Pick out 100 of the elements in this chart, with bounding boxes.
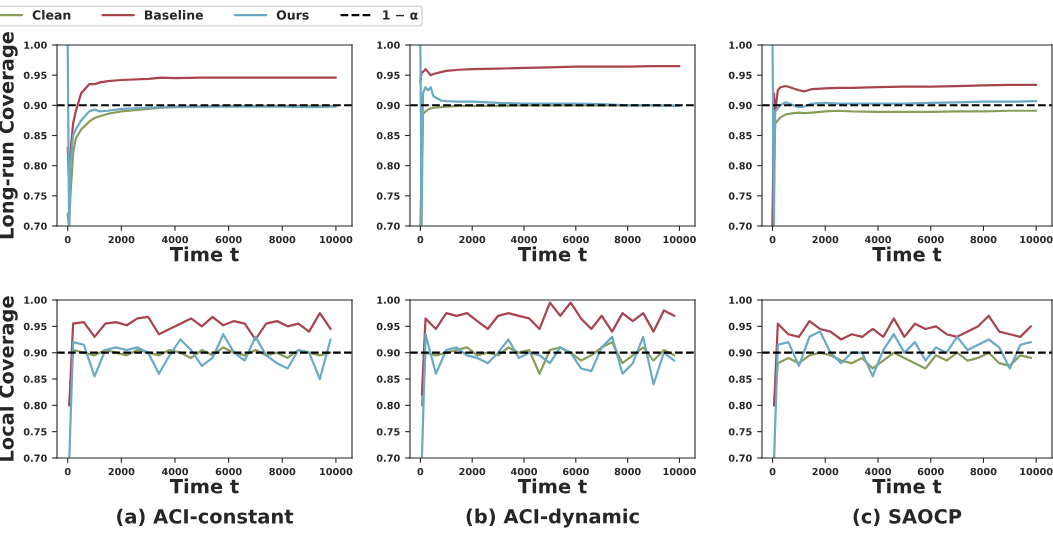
y-tick-label: 0.85 bbox=[376, 375, 400, 383]
y-tick-label: 0.90 bbox=[376, 349, 400, 357]
y-tick-label: 1.00 bbox=[729, 41, 752, 49]
y-axis-title: Long-run Coverage bbox=[0, 31, 18, 239]
x-tick-label: 0 bbox=[417, 235, 424, 244]
y-tick-label: 1.00 bbox=[24, 41, 47, 49]
line-series bbox=[420, 301, 676, 396]
x-axis-title: Time t bbox=[517, 478, 587, 494]
x-tick-label: 0 bbox=[769, 235, 776, 244]
x-tick-label: 8000 bbox=[970, 467, 997, 476]
y-tick-label: 0.75 bbox=[376, 192, 400, 200]
y-tick-label: 0.90 bbox=[23, 101, 47, 110]
x-tick-label: 10000 bbox=[1020, 235, 1053, 244]
x-tick-label: 2000 bbox=[459, 235, 486, 244]
y-tick-label: 0.95 bbox=[376, 322, 400, 331]
x-tick-label: 8000 bbox=[269, 235, 296, 244]
line-series bbox=[68, 312, 332, 407]
y-tick-label: 0.90 bbox=[23, 349, 47, 357]
x-tick-label: 2000 bbox=[812, 467, 839, 476]
x-tick-label: 0 bbox=[64, 467, 71, 476]
x-tick-label: 6000 bbox=[215, 235, 242, 244]
y-tick-label: 0.80 bbox=[376, 401, 400, 410]
y-tick-label: 0.80 bbox=[728, 401, 752, 410]
y-tick-label: 1.00 bbox=[377, 296, 400, 304]
x-tick-label: 0 bbox=[64, 235, 71, 244]
y-tick-label: 0.90 bbox=[728, 349, 752, 357]
x-tick-label: 10000 bbox=[663, 235, 696, 244]
x-tick-label: 0 bbox=[417, 467, 424, 476]
line-series bbox=[419, 65, 681, 83]
x-axis-title: Time t bbox=[517, 246, 587, 262]
y-tick-label: 0.80 bbox=[728, 162, 752, 170]
x-tick-label: 8000 bbox=[970, 235, 997, 244]
x-tick-label: 4000 bbox=[161, 235, 189, 244]
y-tick-label: 0.85 bbox=[728, 131, 752, 140]
legend-label: Ours bbox=[276, 10, 309, 20]
y-tick-label: 0.70 bbox=[728, 454, 752, 462]
line-series bbox=[419, 45, 681, 226]
x-tick-label: 4000 bbox=[161, 467, 189, 476]
y-tick-label: 0.70 bbox=[376, 454, 400, 462]
x-tick-label: 4000 bbox=[510, 235, 538, 244]
x-tick-label: 8000 bbox=[614, 235, 641, 244]
x-tick-label: 2000 bbox=[812, 235, 839, 244]
y-tick-label: 0.85 bbox=[23, 131, 47, 140]
x-tick-label: 10000 bbox=[1020, 467, 1053, 476]
line-series bbox=[771, 45, 1038, 226]
x-tick-label: 2000 bbox=[108, 235, 135, 244]
y-tick-label: 0.75 bbox=[728, 192, 752, 200]
y-tick-label: 0.95 bbox=[376, 71, 400, 79]
y-tick-label: 0.85 bbox=[376, 131, 400, 140]
y-tick-label: 0.70 bbox=[23, 454, 47, 462]
y-tick-label: 0.80 bbox=[376, 162, 400, 170]
y-tick-label: 0.85 bbox=[23, 375, 47, 383]
x-axis-title: Time t bbox=[169, 478, 239, 494]
y-tick-label: 0.70 bbox=[376, 222, 400, 230]
y-tick-label: 1.00 bbox=[729, 296, 752, 304]
y-tick-label: 0.95 bbox=[23, 71, 47, 79]
y-tick-label: 0.70 bbox=[23, 222, 47, 230]
y-tick-label: 0.85 bbox=[728, 375, 752, 383]
x-tick-label: 10000 bbox=[663, 467, 696, 476]
x-axis-title: Time t bbox=[169, 246, 239, 262]
x-tick-label: 6000 bbox=[917, 235, 944, 244]
x-tick-label: 0 bbox=[769, 467, 776, 476]
y-tick-label: 0.80 bbox=[23, 162, 47, 170]
y-tick-label: 0.75 bbox=[728, 428, 752, 436]
legend-label: Clean bbox=[32, 10, 71, 20]
y-tick-label: 1.00 bbox=[377, 41, 400, 49]
x-axis-title: Time t bbox=[872, 246, 942, 262]
x-tick-label: 8000 bbox=[269, 467, 296, 476]
line-series bbox=[420, 333, 676, 458]
y-tick-label: 0.75 bbox=[376, 428, 400, 436]
x-tick-label: 4000 bbox=[510, 467, 538, 476]
y-tick-label: 0.75 bbox=[23, 192, 47, 200]
x-tick-label: 2000 bbox=[108, 467, 135, 476]
x-tick-label: 6000 bbox=[917, 467, 944, 476]
text: (a) ACI-constant bbox=[117, 508, 294, 526]
line-series bbox=[773, 314, 1033, 407]
x-tick-label: 6000 bbox=[562, 235, 589, 244]
x-tick-label: 4000 bbox=[864, 235, 892, 244]
x-tick-label: 10000 bbox=[320, 235, 353, 244]
y-tick-label: 1.00 bbox=[24, 296, 47, 304]
y-tick-label: 0.70 bbox=[728, 222, 752, 230]
y-tick-label: 0.95 bbox=[728, 71, 752, 79]
legend-label: Baseline bbox=[144, 10, 204, 20]
x-axis-title: Time t bbox=[872, 478, 942, 494]
x-tick-label: 8000 bbox=[614, 467, 641, 476]
text: (c) SAOCP bbox=[853, 508, 962, 526]
y-tick-label: 0.80 bbox=[23, 401, 47, 410]
x-tick-label: 4000 bbox=[864, 467, 892, 476]
y-tick-label: 0.95 bbox=[23, 322, 47, 331]
line-series bbox=[66, 45, 338, 226]
text: (b) ACI-dynamic bbox=[466, 508, 639, 528]
y-tick-label: 0.95 bbox=[728, 322, 752, 331]
x-tick-label: 10000 bbox=[320, 467, 353, 476]
line-series bbox=[773, 330, 1033, 458]
x-tick-label: 6000 bbox=[215, 467, 242, 476]
x-tick-label: 2000 bbox=[459, 467, 486, 476]
y-tick-label: 0.75 bbox=[23, 428, 47, 436]
y-tick-label: 0.90 bbox=[376, 101, 400, 110]
y-tick-label: 0.90 bbox=[728, 101, 752, 110]
line-series bbox=[68, 333, 332, 458]
